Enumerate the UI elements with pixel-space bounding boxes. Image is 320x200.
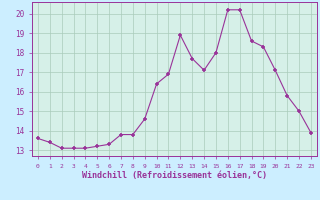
X-axis label: Windchill (Refroidissement éolien,°C): Windchill (Refroidissement éolien,°C): [82, 171, 267, 180]
